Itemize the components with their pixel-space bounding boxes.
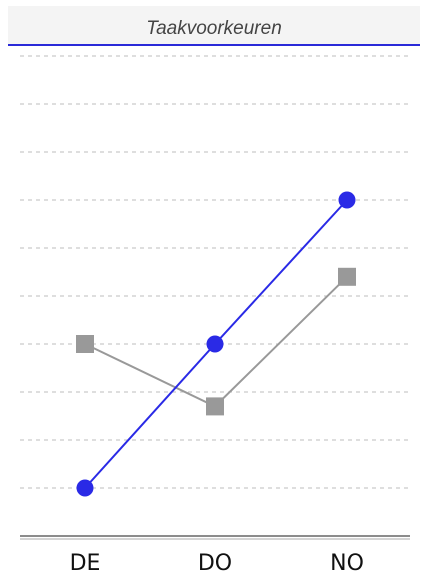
x-axis [20,535,410,540]
category-labels: DE DO NO [70,551,364,573]
data-point [76,335,94,353]
data-point [206,397,224,416]
series-layer [76,191,356,497]
x-tick-label: NO [330,551,364,573]
data-point [76,479,94,497]
x-tick-label: DO [198,551,232,573]
chart-title: Taakvoorkeuren [146,18,282,39]
data-point [338,267,356,286]
data-point [338,191,356,209]
x-tick-label: DE [70,551,101,573]
chart-header: Taakvoorkeuren [8,6,420,46]
data-point [206,335,224,353]
